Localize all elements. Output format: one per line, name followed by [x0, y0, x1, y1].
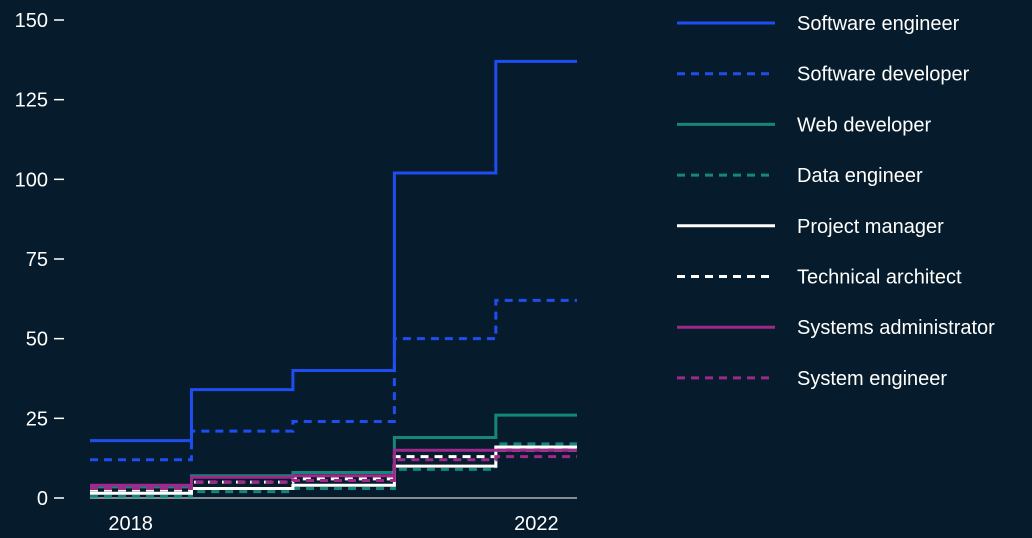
y-tick-label: 125	[15, 90, 48, 112]
legend-label: Data engineer	[797, 165, 923, 187]
y-tick-label: 25	[26, 408, 48, 430]
legend-label: Software engineer	[797, 13, 960, 35]
y-tick-label: 50	[26, 329, 48, 351]
series-line-software-engineer	[90, 59, 577, 443]
y-tick-label: 75	[26, 249, 48, 271]
y-tick-label: 100	[15, 169, 48, 191]
y-tick-label: 150	[15, 10, 48, 32]
legend-label: Project manager	[797, 216, 944, 238]
legend: Software engineer Software developer Web d…	[677, 13, 995, 390]
y-axis: 0 25 50 75 100 125 150	[15, 10, 64, 510]
legend-label: Systems administrator	[797, 317, 995, 339]
x-tick-label: 2022	[514, 513, 559, 533]
x-tick-label: 2018	[108, 513, 153, 533]
series-line-systems-administrator	[90, 448, 577, 487]
legend-label: Technical architect	[797, 267, 962, 289]
x-axis: 2018 2022	[90, 497, 577, 535]
legend-label: Web developer	[797, 114, 932, 136]
legend-label: Software developer	[797, 64, 970, 86]
legend-label: System engineer	[797, 368, 947, 390]
series-line-software-developer	[90, 298, 577, 462]
series-line-system-engineer	[90, 455, 577, 490]
series-lines	[90, 59, 577, 498]
y-tick-label: 0	[37, 488, 48, 510]
